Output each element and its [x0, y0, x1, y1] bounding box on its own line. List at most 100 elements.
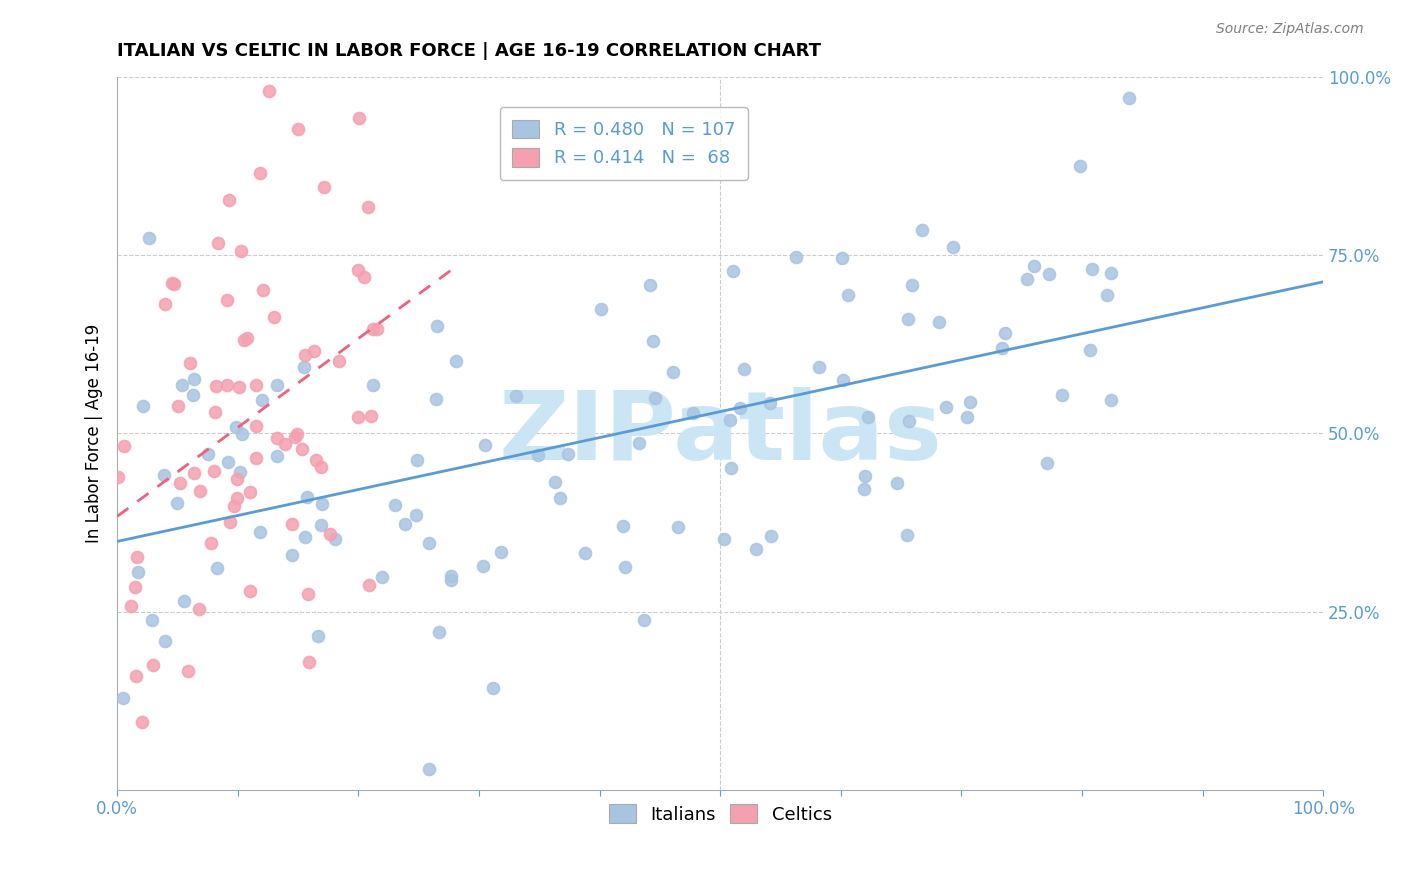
Point — [236, 331, 259, 345]
Point — [682, 406, 704, 420]
Point — [200, 535, 222, 549]
Point — [167, 399, 190, 413]
Point — [249, 166, 271, 180]
Point — [207, 235, 229, 250]
Point — [183, 466, 205, 480]
Point — [1118, 91, 1140, 105]
Point — [202, 464, 225, 478]
Point — [394, 517, 416, 532]
Point — [471, 559, 494, 574]
Point — [249, 525, 271, 540]
Point — [425, 392, 447, 407]
Point — [384, 498, 406, 512]
Legend: Italians, Celtics: Italians, Celtics — [598, 793, 842, 834]
Point — [544, 475, 567, 489]
Point — [231, 427, 253, 442]
Point — [440, 569, 463, 583]
Point — [266, 431, 288, 445]
Point — [886, 475, 908, 490]
Point — [197, 447, 219, 461]
Point — [942, 240, 965, 254]
Point — [280, 516, 302, 531]
Point — [179, 356, 201, 370]
Point — [633, 613, 655, 627]
Point — [138, 231, 160, 245]
Point — [613, 560, 636, 574]
Point — [361, 322, 384, 336]
Point — [152, 467, 174, 482]
Point — [274, 437, 297, 451]
Point — [832, 373, 855, 387]
Point — [181, 388, 204, 402]
Point — [107, 470, 129, 484]
Point — [612, 519, 634, 533]
Point — [897, 414, 920, 428]
Point — [228, 380, 250, 394]
Point — [1095, 287, 1118, 301]
Point — [429, 624, 451, 639]
Point — [548, 491, 571, 505]
Point — [207, 561, 229, 575]
Point — [853, 469, 876, 483]
Point — [319, 526, 342, 541]
Point — [935, 400, 957, 414]
Point — [217, 455, 239, 469]
Point — [284, 430, 307, 444]
Point — [311, 497, 333, 511]
Point — [446, 354, 468, 368]
Point — [1036, 456, 1059, 470]
Point — [232, 334, 254, 348]
Point — [177, 664, 200, 678]
Point — [127, 549, 149, 564]
Point — [745, 541, 768, 556]
Point — [183, 372, 205, 386]
Point — [328, 354, 350, 368]
Point — [1078, 343, 1101, 357]
Point — [204, 405, 226, 419]
Point — [160, 276, 183, 290]
Point — [217, 293, 239, 307]
Point — [481, 681, 503, 696]
Point — [295, 490, 318, 504]
Point — [662, 365, 685, 379]
Point — [366, 322, 388, 336]
Point — [132, 399, 155, 413]
Point — [956, 409, 979, 424]
Point — [900, 277, 922, 292]
Point — [640, 278, 662, 293]
Point — [1099, 392, 1122, 407]
Point — [245, 418, 267, 433]
Point — [281, 548, 304, 562]
Point — [257, 84, 280, 98]
Point — [292, 359, 315, 374]
Point — [359, 578, 381, 592]
Point — [287, 122, 309, 136]
Point — [346, 409, 368, 424]
Point — [226, 472, 249, 486]
Point — [309, 517, 332, 532]
Point — [229, 465, 252, 479]
Point — [897, 311, 920, 326]
Point — [307, 629, 329, 643]
Point — [426, 319, 449, 334]
Point — [353, 269, 375, 284]
Point — [252, 283, 274, 297]
Point — [226, 491, 249, 505]
Point — [297, 587, 319, 601]
Point — [439, 574, 461, 588]
Point — [294, 530, 316, 544]
Point — [111, 691, 134, 706]
Point — [287, 427, 309, 442]
Point — [127, 565, 149, 579]
Point — [112, 439, 135, 453]
Point — [720, 460, 742, 475]
Point — [305, 452, 328, 467]
Point — [222, 499, 245, 513]
Point — [853, 482, 876, 496]
Point — [245, 451, 267, 466]
Point — [959, 394, 981, 409]
Point — [291, 442, 314, 457]
Point — [994, 326, 1017, 340]
Point — [131, 714, 153, 729]
Point — [169, 475, 191, 490]
